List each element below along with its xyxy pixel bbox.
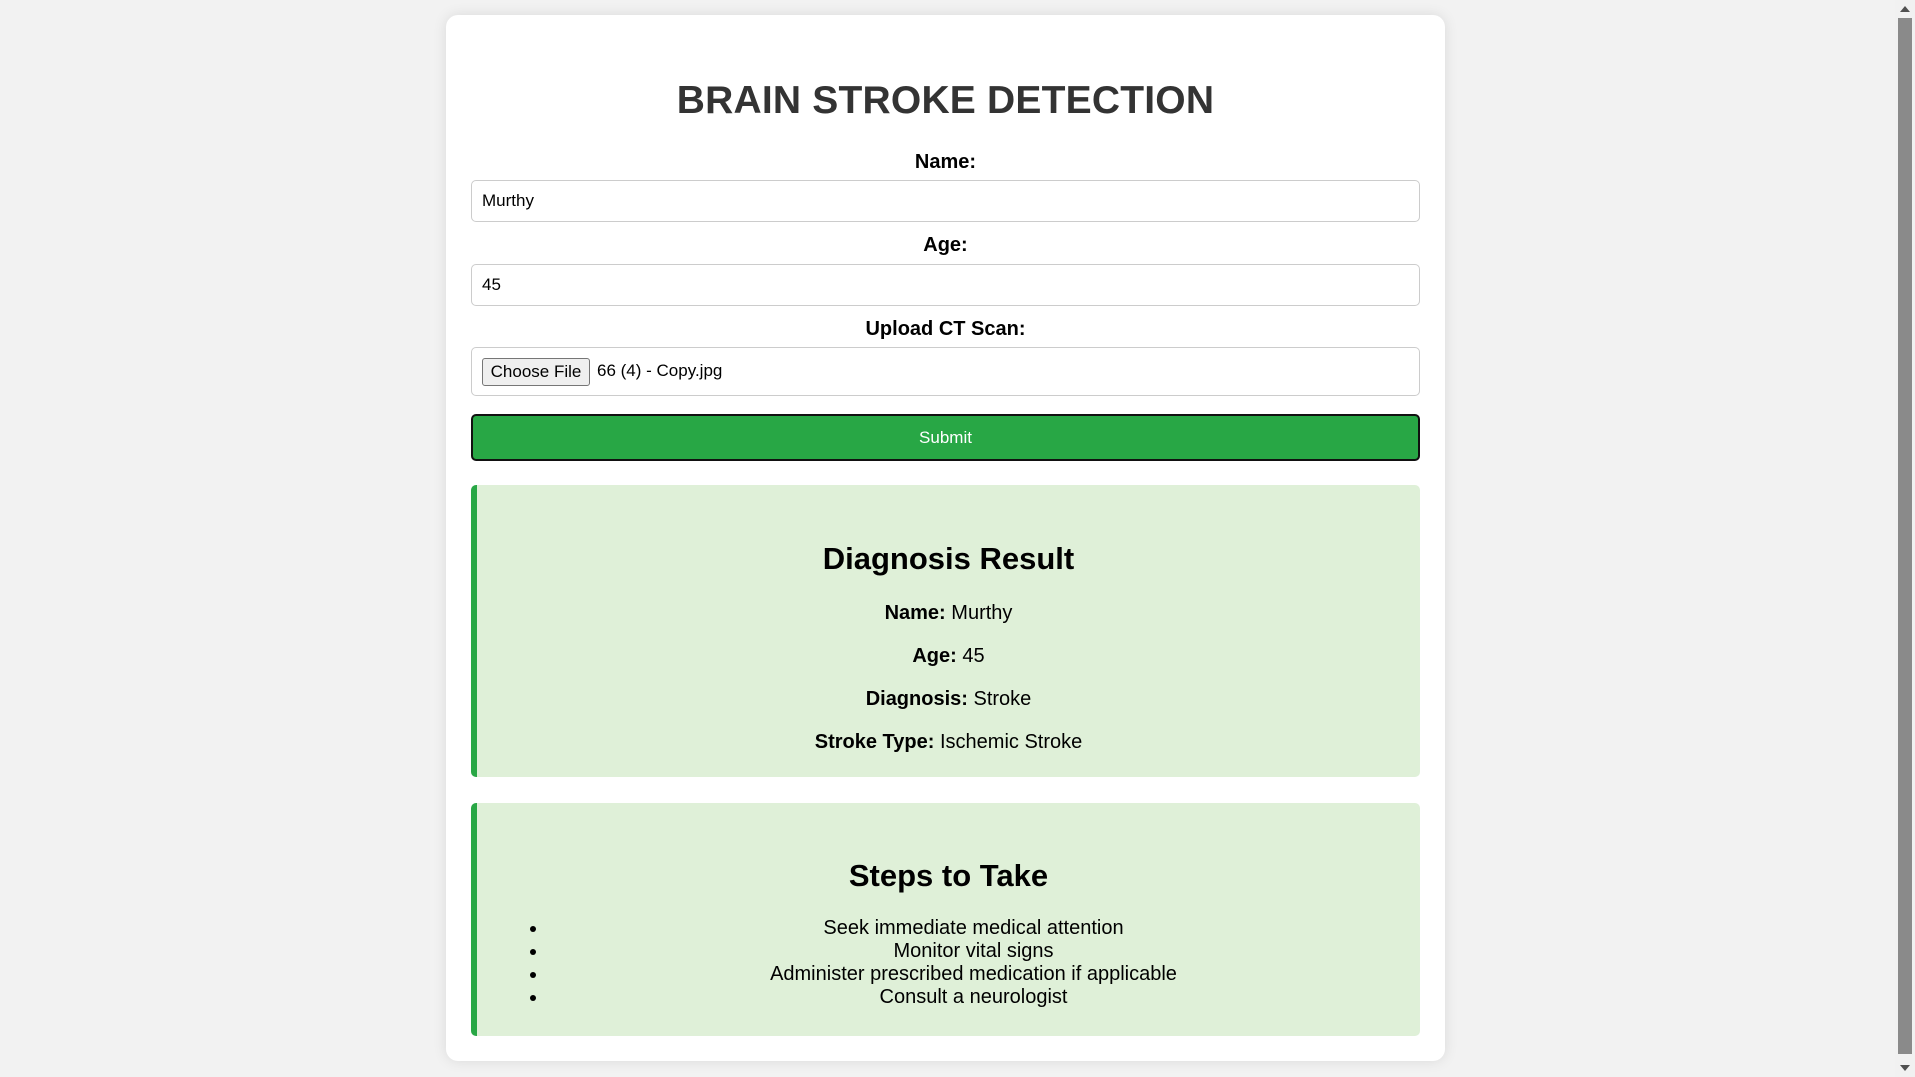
bullet-icon	[530, 926, 536, 932]
age-label: Age:	[923, 234, 968, 256]
scroll-up-arrow-icon[interactable]	[1900, 6, 1910, 12]
file-upload-field[interactable]: Choose File 66 (4) - Copy.jpg	[471, 347, 1420, 396]
scroll-down-arrow-icon[interactable]	[1900, 1065, 1910, 1071]
result-diagnosis-row: Diagnosis: Stroke	[477, 688, 1420, 711]
vertical-scrollbar[interactable]	[1895, 0, 1915, 1077]
result-stroke-type-key: Stroke Type:	[814, 731, 935, 753]
result-stroke-type-value: Ischemic Stroke	[939, 731, 1083, 753]
steps-list: Seek immediate medical attention Monitor…	[477, 917, 1420, 1009]
steps-title: Steps to Take	[848, 858, 1049, 893]
result-age-key: Age:	[912, 645, 957, 667]
age-input[interactable]	[471, 264, 1420, 306]
result-stroke-type-row: Stroke Type: Ischemic Stroke	[477, 731, 1420, 754]
list-item: Consult a neurologist	[477, 986, 1420, 1009]
result-name-value: Murthy	[951, 602, 1013, 624]
result-age-value: 45	[962, 645, 985, 667]
diagnosis-result-panel: Diagnosis Result Name: Murthy Age: 45 Di…	[471, 485, 1420, 777]
selected-file-name: 66 (4) - Copy.jpg	[597, 361, 723, 380]
result-name-row: Name: Murthy	[477, 602, 1420, 625]
bullet-icon	[530, 949, 536, 955]
bullet-icon	[530, 972, 536, 978]
diagnosis-result-title: Diagnosis Result	[822, 541, 1075, 576]
name-input[interactable]	[471, 180, 1420, 222]
result-name-key: Name:	[884, 602, 946, 624]
result-diagnosis-value: Stroke	[973, 688, 1032, 710]
upload-ct-scan-label: Upload CT Scan:	[865, 318, 1026, 340]
result-age-row: Age: 45	[477, 645, 1420, 668]
list-item: Monitor vital signs	[477, 940, 1420, 963]
scrollbar-thumb[interactable]	[1898, 18, 1912, 1054]
bullet-icon	[530, 995, 536, 1001]
list-item: Administer prescribed medication if appl…	[477, 963, 1420, 986]
submit-button[interactable]: Submit	[471, 414, 1420, 461]
steps-panel: Steps to Take Seek immediate medical att…	[471, 803, 1420, 1036]
name-label: Name:	[914, 151, 977, 173]
main-card: BRAIN STROKE DETECTION Name: Age: Upload…	[446, 15, 1445, 1061]
list-item: Seek immediate medical attention	[477, 917, 1420, 940]
result-diagnosis-key: Diagnosis:	[865, 688, 968, 710]
choose-file-button[interactable]: Choose File	[482, 358, 590, 386]
page-title: BRAIN STROKE DETECTION	[676, 79, 1215, 122]
